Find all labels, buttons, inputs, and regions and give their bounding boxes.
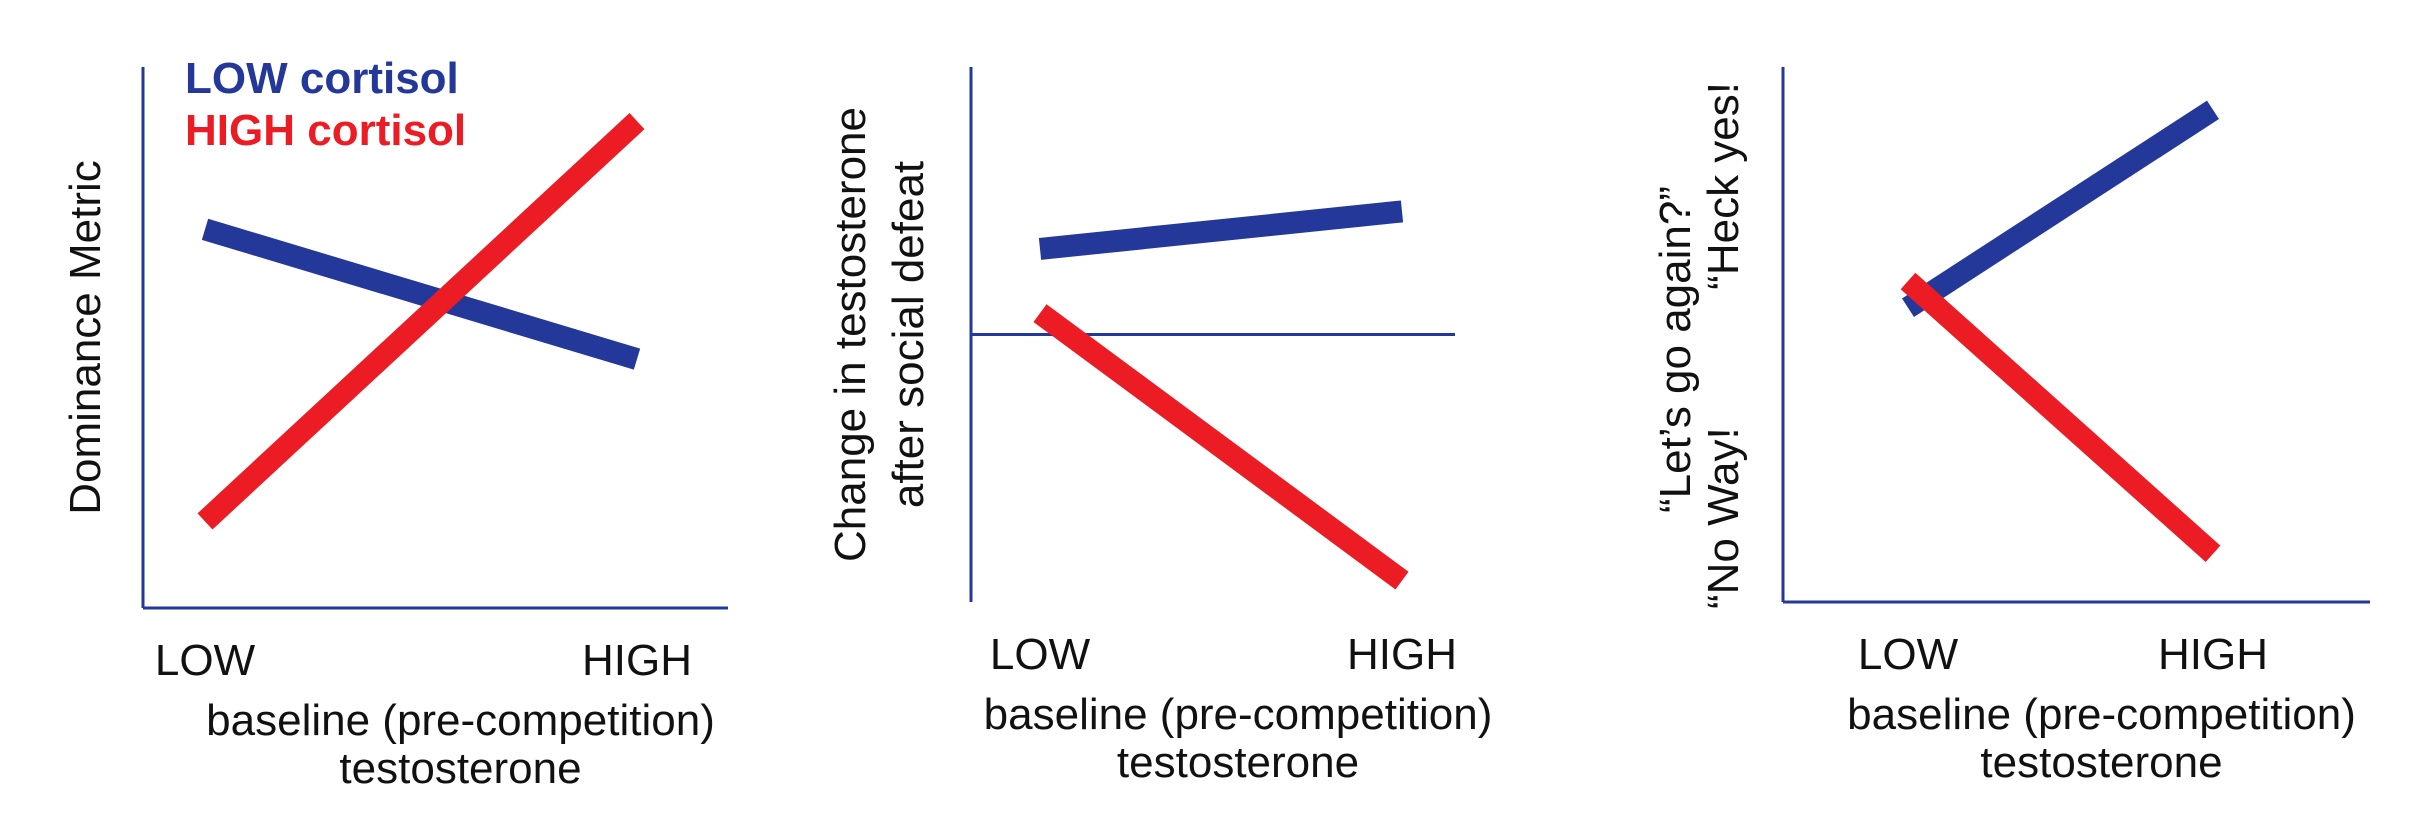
- series-line-high-cortisol: [1900, 272, 2221, 563]
- x-axis-label: testosterone: [1980, 738, 2222, 787]
- x-tick-label: LOW: [990, 630, 1091, 679]
- y-end-label-low: “No Way!: [1699, 427, 1748, 609]
- series-line-high-cortisol: [197, 113, 645, 530]
- y-axis-label: after social defeat: [884, 161, 933, 508]
- legend-high-cortisol: HIGH cortisol: [185, 106, 466, 155]
- x-tick-label: HIGH: [582, 636, 692, 685]
- x-axis-label: baseline (pre-competition): [984, 690, 1493, 739]
- chart-panel-1: LOW HIGH baseline (pre-competition)testost…: [61, 67, 728, 793]
- x-axis-label: baseline (pre-competition): [206, 696, 715, 745]
- x-tick-label: LOW: [1858, 630, 1959, 679]
- series-line-high-cortisol: [1033, 304, 1409, 590]
- y-axis-label: Change in testosterone: [826, 107, 875, 562]
- y-end-label-high: “Heck yes!: [1699, 82, 1748, 290]
- legend: LOW cortisol HIGH cortisol: [185, 54, 466, 155]
- y-axis-label: “Let’s go again?”: [1651, 186, 1700, 513]
- series-line-low-cortisol: [201, 218, 641, 370]
- series-line-low-cortisol: [1038, 200, 1404, 260]
- x-axis-label: testosterone: [339, 744, 581, 793]
- series-line-low-cortisol: [1902, 100, 2219, 317]
- chart-panel-3: LOW HIGH baseline (pre-competition)testost…: [1651, 67, 2370, 787]
- x-axis-label: testosterone: [1117, 738, 1359, 787]
- x-tick-label: HIGH: [1347, 630, 1457, 679]
- x-tick-label: LOW: [155, 636, 256, 685]
- chart-panel-2: LOW HIGH baseline (pre-competition)testost…: [826, 67, 1492, 787]
- legend-low-cortisol: LOW cortisol: [185, 54, 459, 103]
- x-axis-label: baseline (pre-competition): [1847, 690, 2356, 739]
- x-tick-label: HIGH: [2158, 630, 2268, 679]
- y-axis-label: Dominance Metric: [61, 160, 110, 515]
